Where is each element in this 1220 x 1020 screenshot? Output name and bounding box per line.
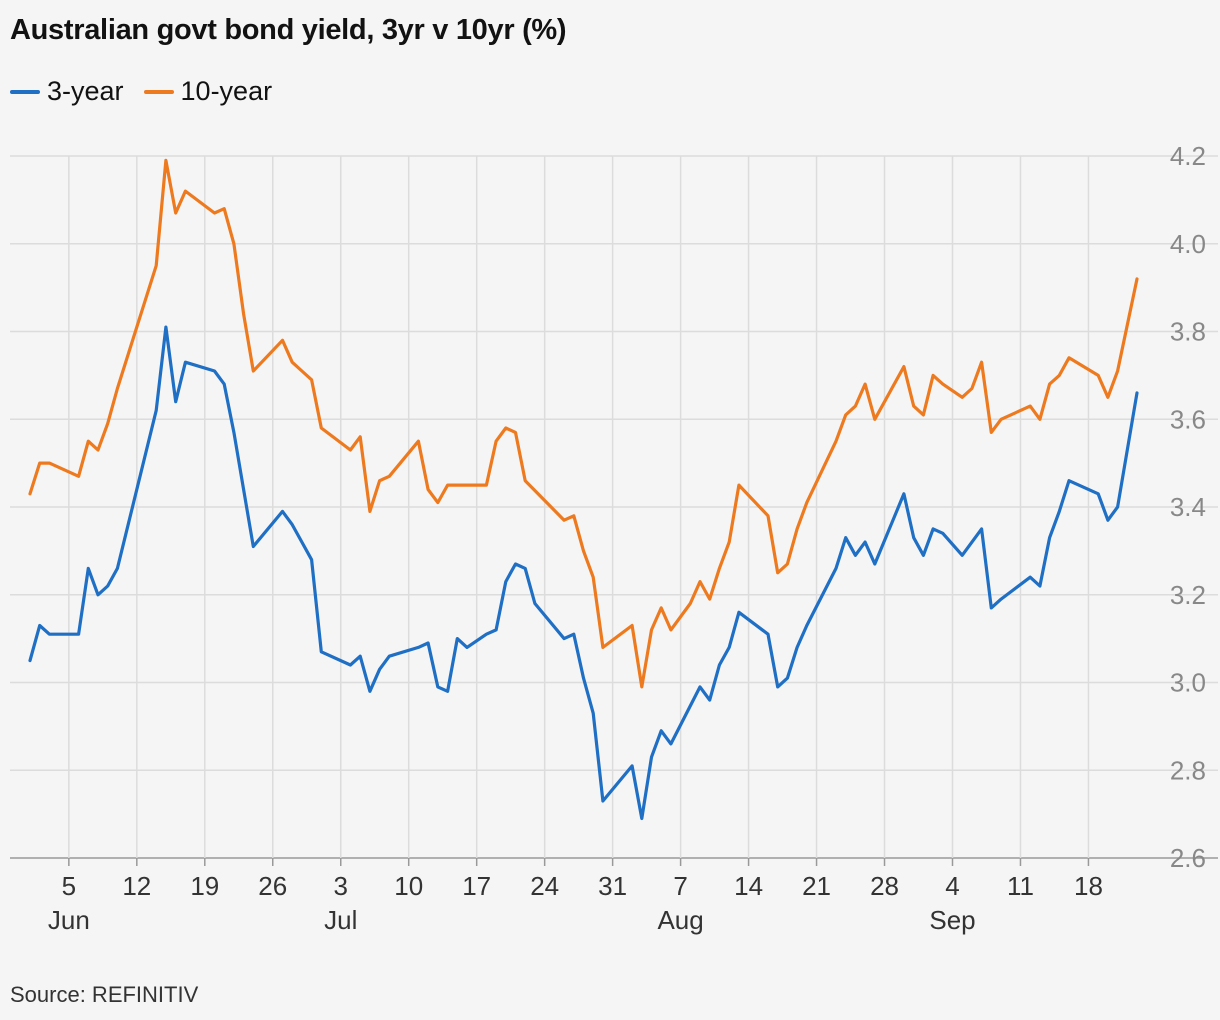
x-month-label: Jul <box>324 905 357 935</box>
x-month-label: Aug <box>657 905 703 935</box>
x-tick-label: 26 <box>258 871 287 901</box>
x-tick-label: 14 <box>734 871 763 901</box>
x-tick-label: 24 <box>530 871 559 901</box>
x-tick-label: 21 <box>802 871 831 901</box>
y-tick-label: 2.8 <box>1170 755 1206 785</box>
legend-item-3-year: 3-year <box>10 76 124 107</box>
x-month-label: Sep <box>929 905 975 935</box>
series-line-10-year <box>28 158 1139 689</box>
x-tick-label: 11 <box>1007 871 1034 901</box>
y-tick-label: 2.6 <box>1170 843 1206 873</box>
legend: 3-year 10-year <box>10 76 292 107</box>
x-tick-label: 4 <box>945 871 959 901</box>
y-tick-label: 4.2 <box>1170 141 1206 171</box>
x-tick-label: 17 <box>462 871 491 901</box>
y-tick-label: 4.0 <box>1170 229 1206 259</box>
legend-label-3-year: 3-year <box>47 76 124 106</box>
source-note: Source: REFINITIV <box>10 982 199 1007</box>
y-tick-label: 3.6 <box>1170 404 1206 434</box>
legend-item-10-year: 10-year <box>143 76 273 107</box>
x-tick-label: 28 <box>870 871 899 901</box>
legend-swatch-3-year <box>10 89 40 94</box>
x-tick-label: 19 <box>190 871 219 901</box>
x-tick-label: 18 <box>1074 871 1103 901</box>
legend-label-10-year: 10-year <box>180 76 273 106</box>
x-tick-label: 10 <box>394 871 423 901</box>
x-tick-label: 5 <box>62 871 76 901</box>
y-tick-label: 3.4 <box>1170 492 1206 522</box>
x-tick-label: 12 <box>122 871 151 901</box>
x-tick-label: 31 <box>598 871 627 901</box>
x-tick-label: 7 <box>673 871 687 901</box>
x-tick-label: 3 <box>334 871 348 901</box>
x-month-label: Jun <box>48 905 90 935</box>
series-line-3-year <box>28 325 1139 821</box>
y-tick-label: 3.2 <box>1170 580 1206 610</box>
chart-title: Australian govt bond yield, 3yr v 10yr (… <box>10 14 567 46</box>
y-tick-label: 3.8 <box>1170 317 1206 347</box>
legend-swatch-10-year <box>143 89 174 94</box>
y-tick-label: 3.0 <box>1170 668 1206 698</box>
